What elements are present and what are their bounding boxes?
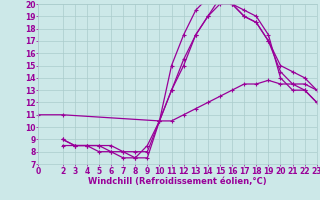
X-axis label: Windchill (Refroidissement éolien,°C): Windchill (Refroidissement éolien,°C)	[88, 177, 267, 186]
